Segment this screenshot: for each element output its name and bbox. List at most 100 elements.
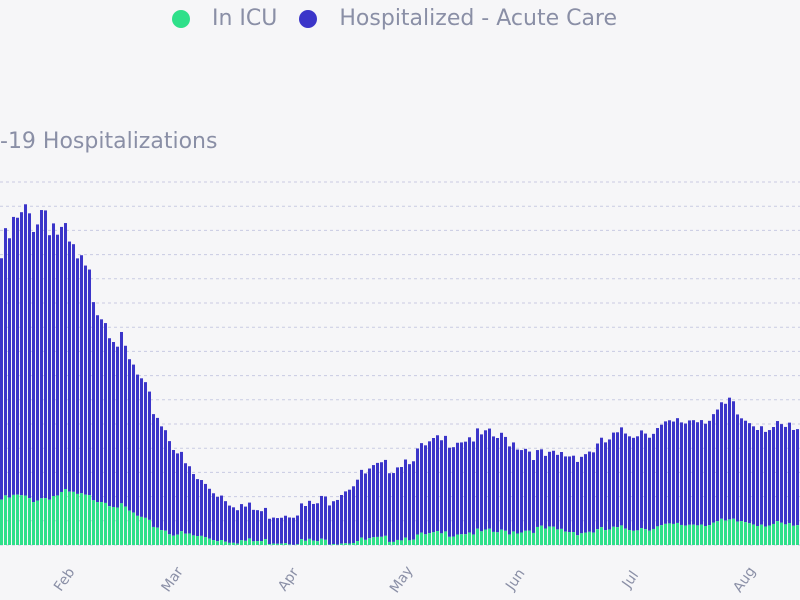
icu-bar bbox=[260, 541, 263, 545]
icu-bar bbox=[708, 525, 711, 545]
icu-bar bbox=[368, 538, 371, 545]
icu-bar bbox=[576, 535, 579, 545]
icu-bar bbox=[608, 529, 611, 545]
acute-care-bar bbox=[512, 442, 515, 532]
acute-care-bar bbox=[220, 495, 223, 541]
icu-bar bbox=[192, 535, 195, 545]
acute-care-bar bbox=[320, 495, 323, 539]
acute-care-bar bbox=[184, 463, 187, 534]
icu-bar bbox=[332, 543, 335, 545]
x-tick-label: Jun bbox=[502, 566, 528, 594]
acute-care-bar bbox=[376, 462, 379, 537]
acute-care-bar bbox=[528, 451, 531, 531]
icu-bar bbox=[112, 507, 115, 545]
acute-care-bar bbox=[28, 213, 31, 499]
acute-care-bar bbox=[392, 473, 395, 542]
acute-care-bar bbox=[64, 223, 67, 490]
acute-care-bar bbox=[564, 456, 567, 532]
icu-bar bbox=[276, 543, 279, 545]
acute-care-bar bbox=[360, 469, 363, 538]
icu-bar bbox=[220, 540, 223, 545]
icu-bar bbox=[544, 528, 547, 545]
icu-bar bbox=[184, 533, 187, 545]
chart-legend: In ICU Hospitalized - Acute Care bbox=[172, 6, 639, 31]
x-tick-label: Jul bbox=[619, 568, 642, 592]
icu-bar bbox=[500, 529, 503, 545]
icu-bar bbox=[536, 526, 539, 545]
acute-care-bar bbox=[536, 450, 539, 527]
acute-care-bar bbox=[580, 456, 583, 534]
icu-bar bbox=[700, 524, 703, 545]
icu-bar bbox=[760, 524, 763, 545]
acute-care-bar bbox=[680, 422, 683, 525]
legend-item-acute[interactable]: Hospitalized - Acute Care bbox=[299, 6, 617, 31]
icu-bar bbox=[80, 493, 83, 545]
icu-bar bbox=[648, 530, 651, 545]
acute-care-bar bbox=[748, 423, 751, 524]
acute-care-bar bbox=[456, 442, 459, 535]
icu-bar bbox=[272, 543, 275, 545]
legend-acute-label: Hospitalized - Acute Care bbox=[339, 6, 618, 31]
icu-bar bbox=[232, 542, 235, 545]
acute-care-bar bbox=[260, 511, 263, 542]
acute-care-bar bbox=[616, 432, 619, 528]
acute-care-bar bbox=[652, 433, 655, 529]
icu-bar bbox=[660, 525, 663, 545]
icu-bar bbox=[244, 540, 247, 545]
acute-care-bar bbox=[460, 442, 463, 535]
acute-care-bar bbox=[384, 459, 387, 536]
icu-bar bbox=[556, 529, 559, 545]
icu-bar bbox=[692, 524, 695, 545]
icu-bar bbox=[284, 543, 287, 545]
acute-care-bar bbox=[296, 515, 299, 545]
icu-bar bbox=[636, 530, 639, 545]
acute-care-bar bbox=[84, 265, 87, 495]
icu-bar bbox=[296, 544, 299, 545]
acute-care-bar bbox=[168, 441, 171, 535]
icu-bar bbox=[740, 521, 743, 545]
acute-care-bar bbox=[164, 430, 167, 531]
icu-bar bbox=[732, 518, 735, 545]
acute-care-bar bbox=[284, 515, 287, 544]
acute-care-bar bbox=[596, 443, 599, 530]
acute-care-bar bbox=[156, 417, 159, 528]
icu-bar bbox=[516, 533, 519, 545]
x-tick-label: May bbox=[387, 563, 417, 596]
acute-care-bar bbox=[432, 438, 435, 533]
acute-care-bar bbox=[100, 319, 103, 503]
icu-bar bbox=[12, 494, 15, 545]
acute-care-bar bbox=[476, 428, 479, 529]
icu-bar bbox=[316, 541, 319, 545]
icu-bar bbox=[160, 530, 163, 545]
icu-bar bbox=[360, 537, 363, 545]
acute-care-bar bbox=[92, 302, 95, 501]
acute-care-bar bbox=[176, 453, 179, 535]
acute-care-bar bbox=[484, 430, 487, 530]
acute-care-bar bbox=[444, 435, 447, 532]
icu-bar bbox=[744, 522, 747, 545]
acute-care-bar bbox=[588, 451, 591, 532]
legend-item-icu[interactable]: In ICU bbox=[172, 6, 277, 31]
icu-bar bbox=[36, 500, 39, 545]
acute-care-bar bbox=[252, 509, 255, 542]
acute-care-bar bbox=[548, 451, 551, 527]
icu-bar bbox=[488, 528, 491, 545]
acute-care-bar bbox=[280, 517, 283, 544]
icu-bar bbox=[72, 491, 75, 545]
acute-care-bar bbox=[244, 506, 247, 541]
acute-care-bar bbox=[116, 346, 119, 508]
acute-care-bar bbox=[180, 451, 183, 532]
icu-bar bbox=[408, 540, 411, 545]
icu-bar bbox=[604, 530, 607, 545]
acute-care-bar bbox=[604, 442, 607, 531]
icu-bar bbox=[308, 538, 311, 545]
acute-care-bar bbox=[560, 452, 563, 529]
acute-care-bar bbox=[40, 210, 43, 499]
acute-care-bar bbox=[700, 420, 703, 525]
icu-bar bbox=[688, 524, 691, 545]
icu-bar bbox=[764, 526, 767, 545]
icu-bar bbox=[540, 525, 543, 545]
acute-care-bar bbox=[572, 455, 575, 533]
legend-icu-swatch-icon bbox=[172, 9, 190, 28]
icu-bar bbox=[704, 526, 707, 545]
